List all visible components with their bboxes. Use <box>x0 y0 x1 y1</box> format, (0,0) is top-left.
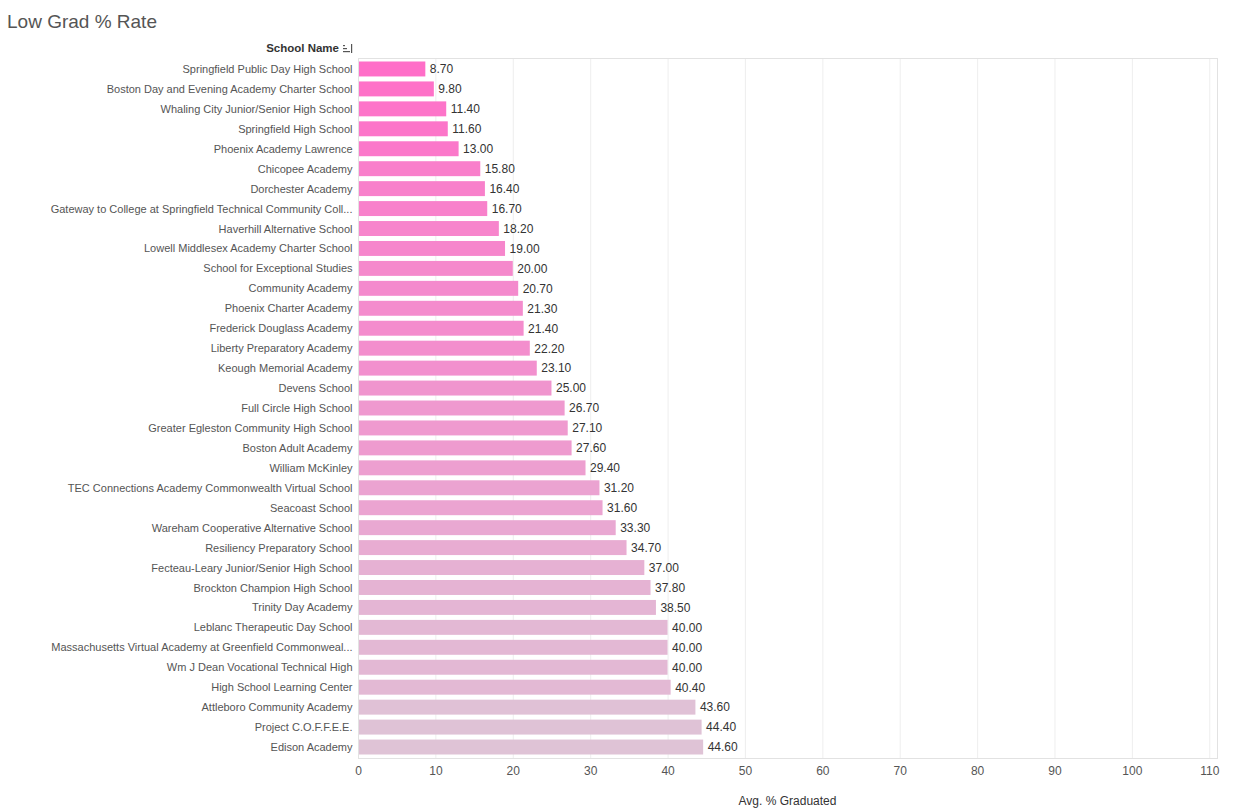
svg-text:Haverhill Alternative School: Haverhill Alternative School <box>219 223 353 235</box>
html-text:Avg. % Graduated: Avg. % Graduated <box>738 794 837 808</box>
svg-text:Boston Day and Evening Academy: Boston Day and Evening Academy Charter S… <box>107 83 353 95</box>
svg-text:Devens School: Devens School <box>279 382 353 394</box>
svg-text:William McKinley: William McKinley <box>269 462 353 474</box>
svg-text:School for Exceptional Studies: School for Exceptional Studies <box>203 262 353 274</box>
svg-text:Greater Egleston Community Hig: Greater Egleston Community High School <box>148 422 352 434</box>
svg-text:Trinity Day Academy: Trinity Day Academy <box>252 601 353 613</box>
svg-text:38.50: 38.50 <box>660 601 690 615</box>
svg-text:110: 110 <box>1200 764 1219 778</box>
svg-text:40.00: 40.00 <box>672 641 702 655</box>
svg-text:37.00: 37.00 <box>649 561 679 575</box>
svg-text:19.00: 19.00 <box>510 242 540 256</box>
svg-text:Wm J Dean Vocational Technical: Wm J Dean Vocational Technical High <box>167 661 353 673</box>
svg-text:0: 0 <box>355 764 362 778</box>
svg-text:18.20: 18.20 <box>503 222 533 236</box>
svg-text:Keough Memorial Academy: Keough Memorial Academy <box>218 362 353 374</box>
svg-text:29.40: 29.40 <box>590 461 620 475</box>
svg-text:Frederick Douglass Academy: Frederick Douglass Academy <box>209 322 353 334</box>
svg-text:11.60: 11.60 <box>452 122 481 136</box>
svg-text:Leblanc Therapeutic Day School: Leblanc Therapeutic Day School <box>194 621 353 633</box>
svg-text:23.10: 23.10 <box>541 361 571 375</box>
svg-text:Liberty Preparatory Academy: Liberty Preparatory Academy <box>211 342 353 354</box>
html-text:School Name: School Name <box>266 42 339 54</box>
svg-text:15.80: 15.80 <box>485 162 515 176</box>
svg-text:25.00: 25.00 <box>556 381 586 395</box>
svg-text:Lowell Middlesex Academy Chart: Lowell Middlesex Academy Charter School <box>144 242 353 254</box>
html-text:Low Grad % Rate: Low Grad % Rate <box>7 11 157 32</box>
svg-text:21.30: 21.30 <box>527 302 557 316</box>
svg-text:40.40: 40.40 <box>675 681 705 695</box>
svg-text:44.40: 44.40 <box>706 720 736 734</box>
svg-text:100: 100 <box>1122 764 1142 778</box>
svg-text:Chicopee Academy: Chicopee Academy <box>258 163 353 175</box>
svg-text:Seacoast School: Seacoast School <box>270 502 353 514</box>
svg-text:20.00: 20.00 <box>517 262 547 276</box>
svg-text:33.30: 33.30 <box>620 521 650 535</box>
svg-text:40: 40 <box>661 764 675 778</box>
svg-text:22.20: 22.20 <box>534 342 564 356</box>
svg-text:Phoenix Charter Academy: Phoenix Charter Academy <box>225 302 353 314</box>
svg-text:13.00: 13.00 <box>463 142 493 156</box>
svg-text:Boston Adult Academy: Boston Adult Academy <box>242 442 353 454</box>
svg-text:Wareham Cooperative Alternativ: Wareham Cooperative Alternative School <box>152 522 353 534</box>
svg-text:Massachusetts Virtual Academy: Massachusetts Virtual Academy at Greenfi… <box>51 641 352 653</box>
svg-text:20: 20 <box>507 764 521 778</box>
svg-text:Phoenix Academy Lawrence: Phoenix Academy Lawrence <box>214 143 353 155</box>
svg-text:27.10: 27.10 <box>572 421 602 435</box>
svg-text:Full Circle High School: Full Circle High School <box>241 402 352 414</box>
svg-text:Springfield Public Day High Sc: Springfield Public Day High School <box>183 63 353 75</box>
svg-text:Gateway to College at Springfi: Gateway to College at Springfield Techni… <box>51 203 353 215</box>
svg-text:16.40: 16.40 <box>489 182 519 196</box>
svg-text:60: 60 <box>816 764 830 778</box>
svg-text:26.70: 26.70 <box>569 401 599 415</box>
svg-text:16.70: 16.70 <box>492 202 522 216</box>
svg-text:Project C.O.F.F.E.E.: Project C.O.F.F.E.E. <box>255 721 353 733</box>
svg-text:Springfield High School: Springfield High School <box>238 123 352 135</box>
svg-text:Resiliency Preparatory School: Resiliency Preparatory School <box>205 542 352 554</box>
svg-text:40.00: 40.00 <box>672 661 702 675</box>
svg-text:9.80: 9.80 <box>438 82 462 96</box>
svg-text:Community Academy: Community Academy <box>249 282 353 294</box>
svg-text:8.70: 8.70 <box>430 62 454 76</box>
svg-text:31.20: 31.20 <box>604 481 634 495</box>
svg-text:TEC Connections Academy Common: TEC Connections Academy Commonwealth Vir… <box>68 482 353 494</box>
svg-text:34.70: 34.70 <box>631 541 661 555</box>
svg-text:High School Learning Center: High School Learning Center <box>211 681 353 693</box>
svg-text:70: 70 <box>894 764 908 778</box>
svg-text:80: 80 <box>971 764 985 778</box>
svg-text:40.00: 40.00 <box>672 621 702 635</box>
svg-text:90: 90 <box>1048 764 1062 778</box>
svg-text:Dorchester Academy: Dorchester Academy <box>250 183 353 195</box>
svg-text:Brockton Champion High School: Brockton Champion High School <box>194 582 353 594</box>
svg-text:10: 10 <box>429 764 443 778</box>
svg-text:Attleboro Community Academy: Attleboro Community Academy <box>201 701 353 713</box>
svg-text:21.40: 21.40 <box>528 322 558 336</box>
svg-text:43.60: 43.60 <box>700 700 730 714</box>
svg-text:27.60: 27.60 <box>576 441 606 455</box>
svg-text:50: 50 <box>739 764 753 778</box>
svg-text:31.60: 31.60 <box>607 501 637 515</box>
svg-text:11.40: 11.40 <box>451 102 480 116</box>
svg-text:37.80: 37.80 <box>655 581 685 595</box>
svg-text:Whaling City Junior/Senior Hig: Whaling City Junior/Senior High School <box>161 103 353 115</box>
svg-text:44.60: 44.60 <box>708 740 738 754</box>
svg-text:Fecteau-Leary Junior/Senior Hi: Fecteau-Leary Junior/Senior High School <box>151 562 352 574</box>
svg-text:20.70: 20.70 <box>523 282 553 296</box>
svg-text:30: 30 <box>584 764 598 778</box>
svg-text:Edison Academy: Edison Academy <box>271 741 353 753</box>
